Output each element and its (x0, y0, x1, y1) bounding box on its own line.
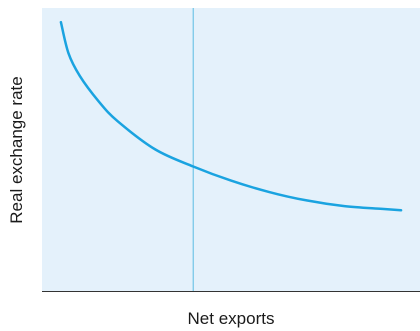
x-axis-title: Net exports (188, 309, 275, 328)
y-axis-title: Real exchange rate (7, 76, 26, 223)
plot-area (42, 8, 420, 291)
series-curve (59, 20, 403, 212)
